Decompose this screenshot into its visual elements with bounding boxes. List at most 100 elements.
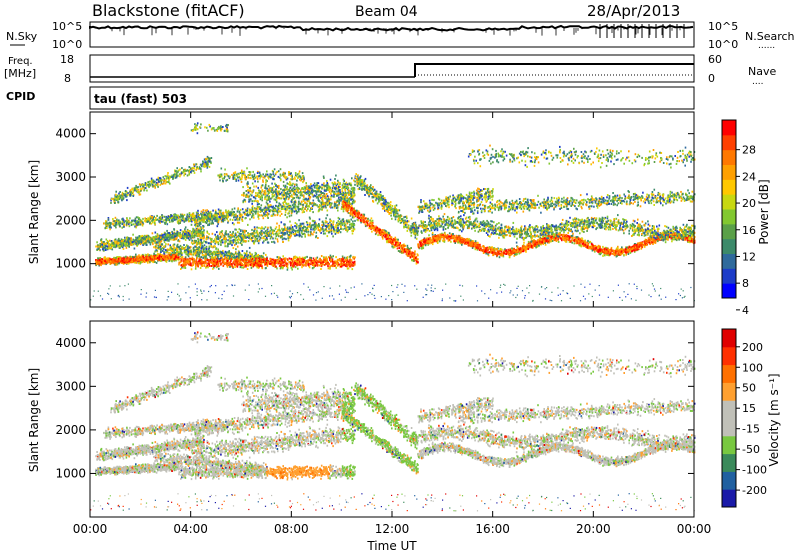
power-point	[201, 260, 204, 263]
power-point	[137, 221, 140, 224]
power-point	[315, 257, 317, 260]
power-point	[348, 263, 351, 266]
power-point	[222, 234, 224, 237]
power-point	[337, 216, 340, 219]
power-point	[181, 248, 184, 250]
power-point	[233, 256, 236, 259]
power-point	[236, 262, 238, 265]
power-point	[284, 261, 287, 264]
power-point	[215, 261, 217, 264]
power-point	[155, 181, 158, 184]
power-point	[202, 254, 205, 257]
power-point	[191, 235, 193, 237]
power-point	[170, 233, 172, 236]
power-point	[199, 167, 201, 170]
power-point	[106, 261, 109, 264]
power-point	[156, 249, 158, 252]
power-point	[295, 258, 298, 261]
power-point	[351, 232, 354, 235]
power-point	[349, 223, 352, 226]
power-point	[101, 261, 104, 264]
power-point	[247, 223, 249, 226]
power-point	[256, 257, 259, 260]
power-point	[191, 167, 194, 169]
power-point	[136, 258, 138, 261]
power-point	[325, 256, 327, 259]
power-point	[209, 250, 211, 253]
power-point	[323, 229, 326, 232]
power-point	[166, 234, 168, 237]
power-point	[330, 224, 332, 227]
power-point	[127, 262, 130, 265]
power-point	[320, 193, 323, 196]
power-point	[156, 257, 159, 259]
power-point	[102, 247, 105, 250]
power-point	[327, 224, 329, 226]
power-point	[177, 219, 180, 222]
power-point	[326, 204, 329, 207]
power-point	[280, 266, 283, 269]
power-point	[316, 264, 319, 267]
power-point	[308, 259, 311, 262]
power-point	[234, 228, 236, 231]
power-point	[180, 236, 182, 239]
power-point	[253, 230, 255, 233]
power-point	[181, 167, 183, 170]
power-point	[262, 236, 265, 239]
power-point	[101, 258, 104, 261]
power-point	[227, 239, 229, 242]
power-point	[209, 212, 211, 215]
power-point	[203, 235, 205, 238]
power-point	[274, 259, 277, 262]
power-point	[117, 260, 119, 263]
power-point	[246, 256, 249, 259]
power-point	[167, 181, 170, 184]
power-point	[121, 241, 123, 244]
power-point	[156, 182, 159, 185]
power-point	[131, 243, 133, 246]
power-point	[297, 259, 300, 262]
power-point	[121, 226, 123, 229]
power-point	[278, 262, 281, 265]
power-point	[131, 219, 133, 222]
power-point	[128, 256, 131, 259]
power-point	[216, 258, 219, 261]
power-point	[142, 186, 145, 189]
power-point	[141, 223, 144, 226]
power-point	[117, 199, 119, 202]
power-point	[132, 241, 134, 244]
power-point	[260, 256, 262, 259]
power-point	[210, 162, 212, 164]
power-point	[179, 175, 181, 178]
power-point	[174, 175, 176, 178]
power-point	[124, 244, 127, 247]
power-point	[118, 257, 120, 260]
power-point	[229, 240, 232, 243]
power-point	[352, 220, 354, 223]
power-point	[142, 185, 144, 188]
power-point	[213, 239, 216, 242]
power-point	[246, 264, 249, 267]
power-point	[245, 240, 247, 243]
power-point	[181, 266, 183, 269]
power-point	[184, 260, 186, 262]
power-point	[123, 243, 125, 246]
power-point	[127, 258, 130, 261]
power-point	[161, 216, 164, 219]
power-point	[181, 252, 183, 255]
power-point	[352, 226, 355, 229]
power-point	[198, 246, 200, 248]
power-point	[173, 249, 175, 252]
power-point	[95, 264, 97, 267]
power-point	[180, 248, 182, 251]
power-point	[175, 256, 177, 259]
power-point	[222, 252, 224, 255]
power-point	[193, 163, 195, 166]
power-point	[138, 193, 141, 196]
power-point	[272, 237, 274, 240]
power-point	[161, 236, 164, 239]
power-point	[180, 252, 182, 255]
power-point	[260, 230, 262, 233]
power-point	[163, 256, 165, 259]
power-point	[256, 264, 259, 267]
